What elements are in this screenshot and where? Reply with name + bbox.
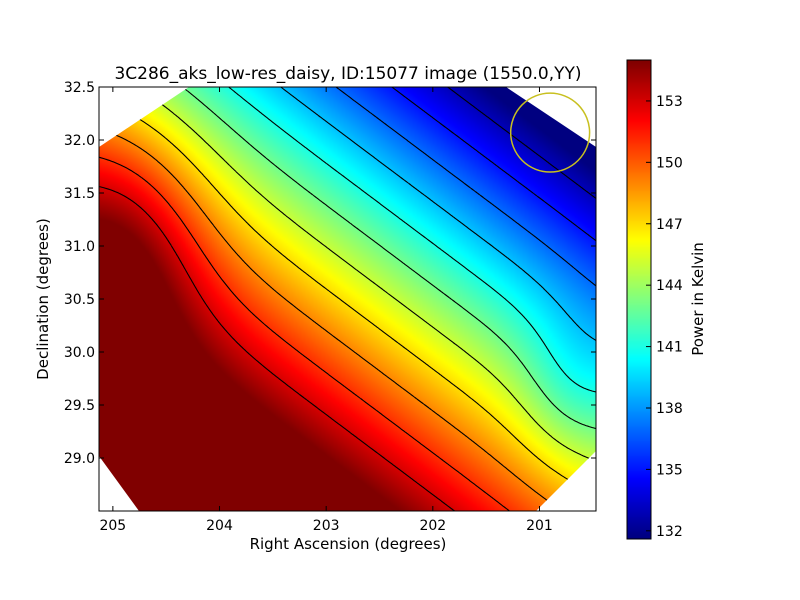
x-tick-label: 205 — [99, 518, 126, 534]
beam-circle — [509, 92, 591, 173]
x-axis-ticks: 205 204 203 202 201 — [99, 87, 553, 534]
colorbar-tick-label: 132 — [656, 524, 683, 540]
x-axis-label: Right Ascension (degrees) — [250, 535, 447, 553]
colorbar-gradient — [627, 60, 651, 539]
heatmap-image — [99, 87, 596, 511]
chart-title: 3C286_aks_low-res_daisy, ID:15077 image … — [114, 64, 581, 84]
x-tick-label: 202 — [419, 518, 446, 534]
contour-lines — [99, 87, 596, 511]
y-tick-label: 32.0 — [64, 133, 95, 149]
colorbar-tick-label: 141 — [656, 340, 683, 356]
y-axis-label: Declination (degrees) — [34, 218, 52, 380]
y-tick-label: 30.5 — [64, 292, 95, 308]
x-tick-label: 201 — [526, 518, 553, 534]
colorbar-label: Power in Kelvin — [689, 242, 707, 356]
heatmap-area — [99, 87, 596, 511]
y-tick-label: 32.5 — [64, 80, 95, 96]
colorbar-tick-label: 153 — [656, 94, 683, 110]
y-tick-label: 29.5 — [64, 398, 95, 414]
y-tick-label: 31.5 — [64, 186, 95, 202]
colorbar-ticks: 132 135 138 141 144 147 150 153 — [646, 94, 683, 540]
colorbar-frame — [626, 59, 652, 540]
colorbar-tick-label: 150 — [656, 155, 683, 171]
x-tick-label: 204 — [206, 518, 233, 534]
y-tick-label: 31.0 — [64, 239, 95, 255]
contour-line — [99, 186, 455, 511]
y-tick-label: 30.0 — [64, 345, 95, 361]
y-axis-ticks: 29.0 29.5 30.0 30.5 31.0 31.5 32.0 32.5 — [64, 80, 596, 467]
colorbar-tick-label: 135 — [656, 462, 683, 478]
x-tick-label: 203 — [313, 518, 340, 534]
y-tick-label: 29.0 — [64, 451, 95, 467]
colorbar-tick-label: 144 — [656, 278, 683, 294]
colorbar-tick-label: 138 — [656, 401, 683, 417]
colorbar: 132 135 138 141 144 147 150 153 Power in Kelvin — [626, 59, 707, 540]
colorbar-tick-label: 147 — [656, 217, 683, 233]
contour-line — [447, 87, 596, 199]
